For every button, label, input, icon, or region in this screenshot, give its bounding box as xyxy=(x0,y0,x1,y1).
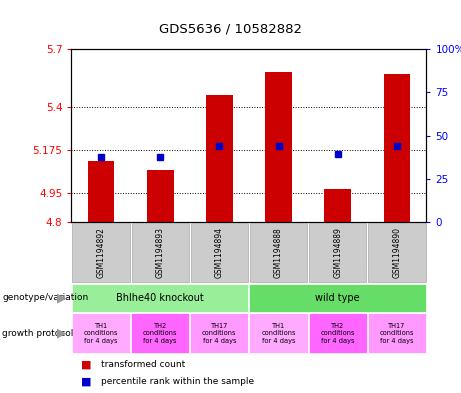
Text: ▶: ▶ xyxy=(58,327,67,340)
Text: TH1
conditions
for 4 days: TH1 conditions for 4 days xyxy=(84,323,118,343)
Text: TH2
conditions
for 4 days: TH2 conditions for 4 days xyxy=(320,323,355,343)
Text: GSM1194888: GSM1194888 xyxy=(274,227,283,278)
Bar xyxy=(147,170,173,222)
Text: ▶: ▶ xyxy=(58,291,67,304)
Bar xyxy=(88,161,114,222)
Bar xyxy=(384,74,410,222)
Bar xyxy=(206,95,233,222)
Text: Bhlhe40 knockout: Bhlhe40 knockout xyxy=(116,293,204,303)
Bar xyxy=(325,189,351,222)
Text: GSM1194893: GSM1194893 xyxy=(156,227,165,278)
Text: TH1
conditions
for 4 days: TH1 conditions for 4 days xyxy=(261,323,296,343)
Text: GSM1194892: GSM1194892 xyxy=(96,227,106,278)
Text: GSM1194894: GSM1194894 xyxy=(215,227,224,278)
Text: growth protocol: growth protocol xyxy=(2,329,74,338)
Text: TH17
conditions
for 4 days: TH17 conditions for 4 days xyxy=(202,323,236,343)
Text: TH2
conditions
for 4 days: TH2 conditions for 4 days xyxy=(143,323,177,343)
Text: ■: ■ xyxy=(81,360,91,370)
Text: ■: ■ xyxy=(81,377,91,387)
Bar xyxy=(265,72,292,222)
Text: GDS5636 / 10582882: GDS5636 / 10582882 xyxy=(159,23,302,36)
Text: genotype/variation: genotype/variation xyxy=(2,293,89,302)
Text: wild type: wild type xyxy=(315,293,360,303)
Text: GSM1194889: GSM1194889 xyxy=(333,227,342,278)
Text: GSM1194890: GSM1194890 xyxy=(392,227,402,278)
Text: transformed count: transformed count xyxy=(101,360,186,369)
Text: percentile rank within the sample: percentile rank within the sample xyxy=(101,377,254,386)
Text: TH17
conditions
for 4 days: TH17 conditions for 4 days xyxy=(379,323,414,343)
